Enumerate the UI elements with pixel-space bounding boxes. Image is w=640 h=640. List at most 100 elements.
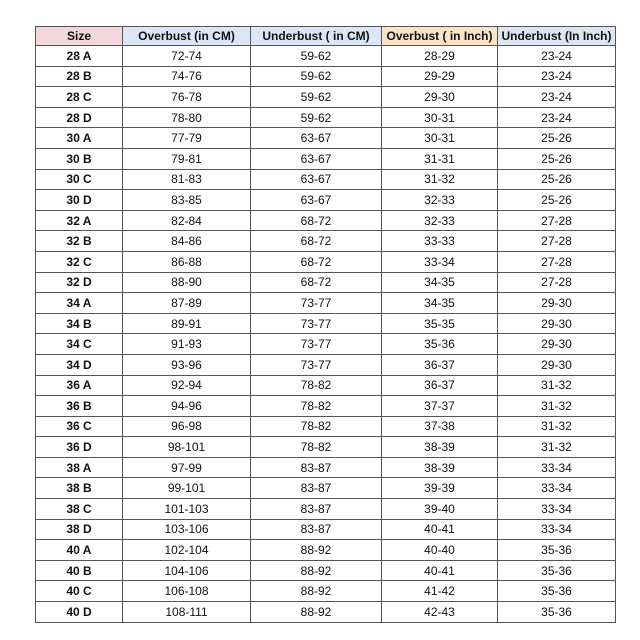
measure-cell: 31-32 [381,168,498,191]
table-body: 28 A 72-74 59-62 28-29 23-24 28 B 74-76 59-62 29… [35,45,616,623]
measure-cell: 88-92 [250,601,382,623]
measure-cell: 103-106 [122,518,251,541]
measure-cell: 31-32 [497,374,616,397]
table-row: 28 C 76-78 59-62 29-30 23-24 [35,86,616,108]
measure-cell: 28-29 [381,45,498,67]
table-row: 40 D 108-111 88-92 42-43 35-36 [35,601,616,623]
measure-cell: 25-26 [497,147,616,170]
table-row: 40 C 106-108 88-92 41-42 35-36 [35,580,616,603]
size-cell: 38 D [35,518,123,541]
measure-cell: 27-28 [497,209,616,232]
measure-cell: 96-98 [122,415,251,438]
measure-cell: 29-30 [497,312,616,335]
measure-cell: 102-104 [122,539,251,561]
measure-cell: 39-39 [381,477,498,500]
measure-cell: 92-94 [122,374,251,397]
measure-cell: 38-39 [381,456,498,479]
size-cell: 28 D [35,106,123,129]
size-cell: 34 C [35,333,123,355]
measure-cell: 63-67 [250,168,382,191]
measure-cell: 83-87 [250,518,382,541]
header-row: Size Overbust (in CM) Underbust ( in CM) Ov… [35,26,616,46]
measure-cell: 23-24 [497,86,616,108]
header-cell: Underbust ( in CM) [250,26,382,46]
size-cell: 30 C [35,168,123,191]
measure-cell: 40-41 [381,559,498,582]
measure-cell: 35-36 [381,333,498,355]
size-cell: 40 D [35,601,123,623]
table-row: 36 D 98-101 78-82 38-39 31-32 [35,436,616,458]
measure-cell: 23-24 [497,65,616,88]
size-cell: 38 A [35,456,123,479]
measure-cell: 35-36 [497,539,616,561]
size-cell: 34 B [35,312,123,335]
measure-cell: 63-67 [250,189,382,211]
table-row: 38 B 99-101 83-87 39-39 33-34 [35,477,616,500]
measure-cell: 88-92 [250,580,382,603]
size-cell: 30 A [35,127,123,149]
measure-cell: 29-30 [497,292,616,314]
table-row: 28 A 72-74 59-62 28-29 23-24 [35,45,616,67]
measure-cell: 73-77 [250,292,382,314]
table-row: 36 B 94-96 78-82 37-37 31-32 [35,395,616,417]
measure-cell: 41-42 [381,580,498,603]
table-row: 38 A 97-99 83-87 38-39 33-34 [35,456,616,479]
table-row: 28 B 74-76 59-62 29-29 23-24 [35,65,616,88]
measure-cell: 63-67 [250,147,382,170]
measure-cell: 31-32 [497,415,616,438]
table-row: 34 D 93-96 73-77 36-37 29-30 [35,353,616,376]
size-table: Size Overbust (in CM) Underbust ( in CM) Ov… [35,26,616,623]
header-cell: Underbust (In Inch) [497,26,616,46]
measure-cell: 68-72 [250,250,382,273]
measure-cell: 78-82 [250,374,382,397]
measure-cell: 36-37 [381,353,498,376]
measure-cell: 83-87 [250,456,382,479]
measure-cell: 25-26 [497,168,616,191]
measure-cell: 29-30 [497,353,616,376]
measure-cell: 33-33 [381,230,498,252]
measure-cell: 59-62 [250,45,382,67]
size-cell: 38 B [35,477,123,500]
measure-cell: 27-28 [497,271,616,294]
size-cell: 32 A [35,209,123,232]
measure-cell: 83-87 [250,498,382,520]
measure-cell: 37-38 [381,415,498,438]
measure-cell: 98-101 [122,436,251,458]
measure-cell: 104-106 [122,559,251,582]
measure-cell: 42-43 [381,601,498,623]
size-cell: 40 C [35,580,123,603]
measure-cell: 86-88 [122,250,251,273]
table-row: 38 D 103-106 83-87 40-41 33-34 [35,518,616,541]
measure-cell: 82-84 [122,209,251,232]
header-cell: Overbust (in CM) [122,26,251,46]
measure-cell: 88-92 [250,559,382,582]
measure-cell: 33-34 [381,250,498,273]
measure-cell: 83-87 [250,477,382,500]
measure-cell: 33-34 [497,477,616,500]
table-row: 34 A 87-89 73-77 34-35 29-30 [35,292,616,314]
measure-cell: 29-30 [497,333,616,355]
size-chart: Size Overbust (in CM) Underbust ( in CM) Ov… [35,26,616,623]
measure-cell: 25-26 [497,127,616,149]
size-cell: 40 A [35,539,123,561]
measure-cell: 34-35 [381,271,498,294]
table-row: 40 A 102-104 88-92 40-40 35-36 [35,539,616,561]
measure-cell: 63-67 [250,127,382,149]
measure-cell: 59-62 [250,86,382,108]
measure-cell: 68-72 [250,230,382,252]
measure-cell: 31-32 [497,436,616,458]
size-cell: 36 D [35,436,123,458]
measure-cell: 40-40 [381,539,498,561]
measure-cell: 23-24 [497,45,616,67]
size-cell: 38 C [35,498,123,520]
measure-cell: 38-39 [381,436,498,458]
measure-cell: 73-77 [250,312,382,335]
measure-cell: 87-89 [122,292,251,314]
table-row: 34 C 91-93 73-77 35-36 29-30 [35,333,616,355]
measure-cell: 37-37 [381,395,498,417]
measure-cell: 88-90 [122,271,251,294]
measure-cell: 31-32 [497,395,616,417]
table-row: 32 A 82-84 68-72 32-33 27-28 [35,209,616,232]
measure-cell: 79-81 [122,147,251,170]
